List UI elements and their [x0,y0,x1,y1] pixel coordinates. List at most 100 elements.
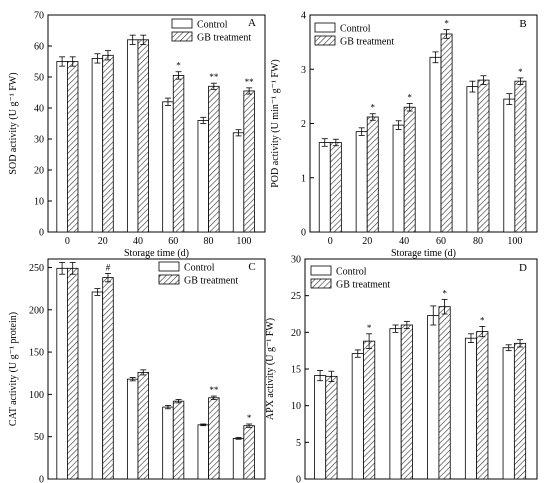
y-tick-label: 200 [29,305,44,316]
y-axis-label: POD activity (U min⁻¹ g⁻¹ FW) [270,59,281,188]
bar-control [162,406,174,480]
x-tick-label: 80 [473,236,483,247]
y-tick-label: 0 [301,228,306,239]
plot-frame [309,14,538,233]
legend-label: GB treatment [336,280,390,291]
bar-gb-treatment [67,267,79,480]
legend-label: Control [336,267,367,278]
significance-marker: ** [209,385,219,395]
bar-gb-treatment [243,90,255,233]
bar-gb-treatment [102,54,114,233]
legend-swatch-gb-treatment [171,31,193,42]
significance-marker: * [370,103,375,113]
y-tick-label: 20 [34,166,44,177]
bar-control [503,98,516,233]
bar-control [162,101,174,233]
significance-marker: * [247,413,252,423]
x-tick-label: 40 [133,236,143,247]
y-axis-label: CAT activity (U g⁻¹ protein) [8,312,19,426]
bar-control [429,56,442,233]
x-tick-label: 100 [507,236,522,247]
y-tick-label: 0 [39,228,44,239]
y-tick-label: 250 [29,263,44,274]
y-axis-label: SOD activity (U g⁻¹ FW) [8,72,19,174]
legend-swatch-control [314,22,336,33]
x-tick-label: 60 [436,236,446,247]
y-tick-label: 4 [301,11,306,22]
legend-label: GB treatment [184,276,238,287]
bar-gb-treatment [514,80,527,233]
x-tick-label: 20 [98,236,108,247]
legend-label: GB treatment [197,33,251,44]
legend-swatch-gb-treatment [314,35,336,46]
panel-label: D [519,262,527,274]
bar-gb-treatment [325,375,338,480]
legend-swatch-gb-treatment [310,278,332,289]
bar-control [126,378,139,480]
significance-marker: ** [245,77,255,87]
panel-label: B [519,18,526,30]
chart-panel-c: 0 50 100 150 200 250 CAT activity (U g⁻¹ prote… [8,258,266,483]
significance-marker: # [106,262,111,272]
legend-label: Control [197,20,228,31]
y-tick-label: 60 [34,42,44,53]
bar-control [427,315,440,480]
bar-gb-treatment [102,277,114,480]
legend-swatch-gb-treatment [158,274,180,285]
x-tick-label: 0 [65,236,70,247]
bar-gb-treatment [476,331,489,480]
plot-frame [47,258,266,480]
significance-marker: ** [209,72,219,82]
bar-control [91,291,104,480]
bar-control [56,267,68,480]
bar-gb-treatment [208,397,220,480]
bar-control [464,337,478,480]
y-tick-label: 40 [34,104,44,115]
legend-swatch-control [158,261,180,272]
legend-swatch-control [171,18,193,29]
bar-gb-treatment [137,371,149,480]
bar-gb-treatment [477,79,490,233]
panel-label: C [248,261,255,273]
y-tick-label: 30 [291,255,301,266]
chart-panel-a: 0 10 20 30 40 50 60 70 SOD activity (U g⁻¹ FW) St… [8,11,266,259]
y-tick-label: 20 [291,328,301,339]
significance-marker: * [518,67,523,77]
x-tick-label: 100 [236,236,251,247]
y-tick-label: 50 [34,73,44,84]
bar-control [232,132,245,233]
bar-control [197,424,209,480]
bar-control [389,328,402,480]
bar-gb-treatment [208,85,220,233]
bar-gb-treatment [513,342,527,480]
chart-panel-b: 0 1 2 3 4 POD activity (U min⁻¹ g⁻¹ FW) Storag… [270,11,538,259]
y-tick-label: 10 [34,197,44,208]
y-tick-label: 15 [291,365,301,376]
plot-frame [47,14,266,233]
plot-frame [304,258,538,480]
x-tick-label: 20 [362,236,372,247]
significance-marker: * [176,61,181,71]
y-axis-label: APX activity (U g⁻¹ FW) [265,318,276,420]
bar-control [392,124,405,233]
legend-label: Control [340,24,371,35]
y-tick-label: 30 [34,135,44,146]
bar-control [318,142,331,233]
y-tick-label: 0 [39,475,44,483]
bar-control [466,86,479,233]
significance-marker: * [442,288,447,298]
bar-control [355,131,368,233]
y-tick-label: 1 [301,173,306,184]
y-tick-label: 100 [29,390,44,401]
y-tick-label: 150 [29,348,44,359]
y-tick-label: 25 [291,291,301,302]
bar-control [91,58,104,233]
y-tick-label: 70 [34,11,44,22]
y-tick-label: 10 [291,401,301,412]
significance-marker: * [444,19,449,29]
bar-gb-treatment [172,400,185,480]
y-tick-label: 0 [296,475,301,483]
bar-control [314,375,327,480]
bar-gb-treatment [243,425,255,480]
